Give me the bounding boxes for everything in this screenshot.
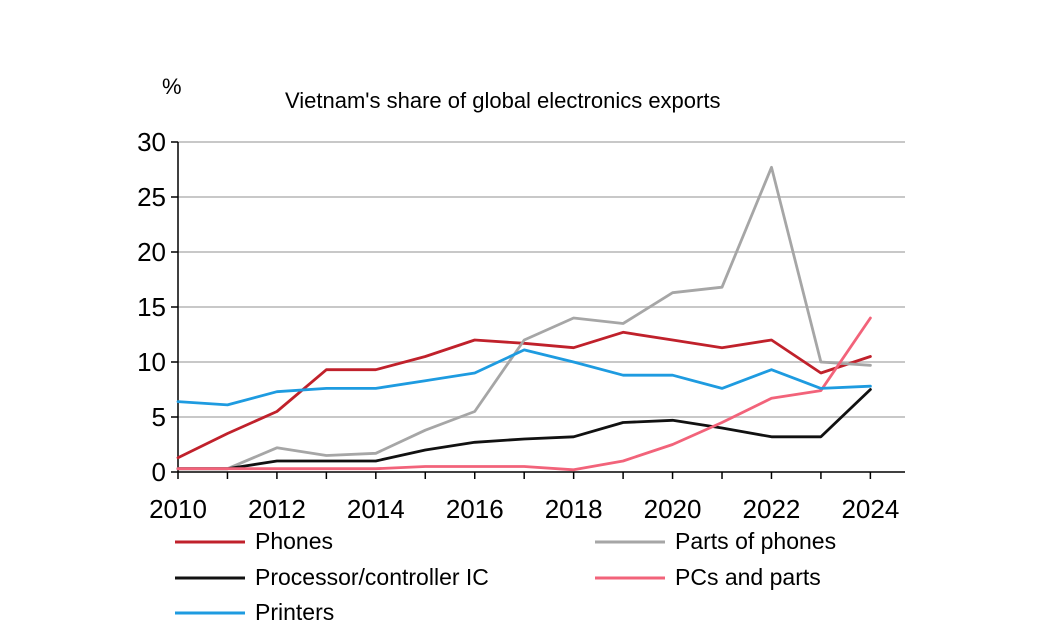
gridlines bbox=[178, 141, 905, 418]
x-tick-label: 2018 bbox=[545, 494, 603, 524]
x-tick-label: 2020 bbox=[644, 494, 702, 524]
y-tick-label: 0 bbox=[152, 457, 166, 487]
y-tick-label: 25 bbox=[137, 182, 166, 212]
x-tick-label: 2016 bbox=[446, 494, 504, 524]
series-lines bbox=[176, 165, 872, 472]
x-tick-label: 2014 bbox=[347, 494, 405, 524]
series-line-processor-controller-ic bbox=[176, 388, 872, 471]
x-tick-label: 2012 bbox=[248, 494, 306, 524]
legend-label-printers: Printers bbox=[255, 599, 334, 625]
y-tick-label: 30 bbox=[137, 127, 166, 157]
x-tick-label: 2010 bbox=[149, 494, 207, 524]
chart-title: Vietnam's share of global electronics ex… bbox=[285, 88, 720, 113]
series-line-phones bbox=[176, 330, 872, 460]
series-line-printers bbox=[176, 348, 872, 407]
y-tick-label: 10 bbox=[137, 347, 166, 377]
series-line-parts-of-phones bbox=[176, 165, 872, 471]
x-tick-label: 2024 bbox=[841, 494, 899, 524]
axes: 0 5 10 15 20 25 30 2010 2012 2014 2016 2018 2020 2022… bbox=[137, 127, 905, 524]
legend-label-pcs-and-parts: PCs and parts bbox=[675, 564, 821, 590]
legend-label-parts-of-phones: Parts of phones bbox=[675, 528, 836, 554]
legend: Phones Parts of phones Processor/controlle… bbox=[175, 528, 836, 625]
y-tick-label: 20 bbox=[137, 237, 166, 267]
legend-label-phones: Phones bbox=[255, 528, 333, 554]
legend-label-processor-controller-ic: Processor/controller IC bbox=[255, 564, 489, 590]
y-tick-label: 15 bbox=[137, 292, 166, 322]
x-tick-label: 2022 bbox=[743, 494, 801, 524]
y-tick-label: 5 bbox=[152, 402, 166, 432]
series-line-pcs-and-parts bbox=[176, 316, 872, 472]
y-axis-unit-label: % bbox=[162, 74, 182, 99]
